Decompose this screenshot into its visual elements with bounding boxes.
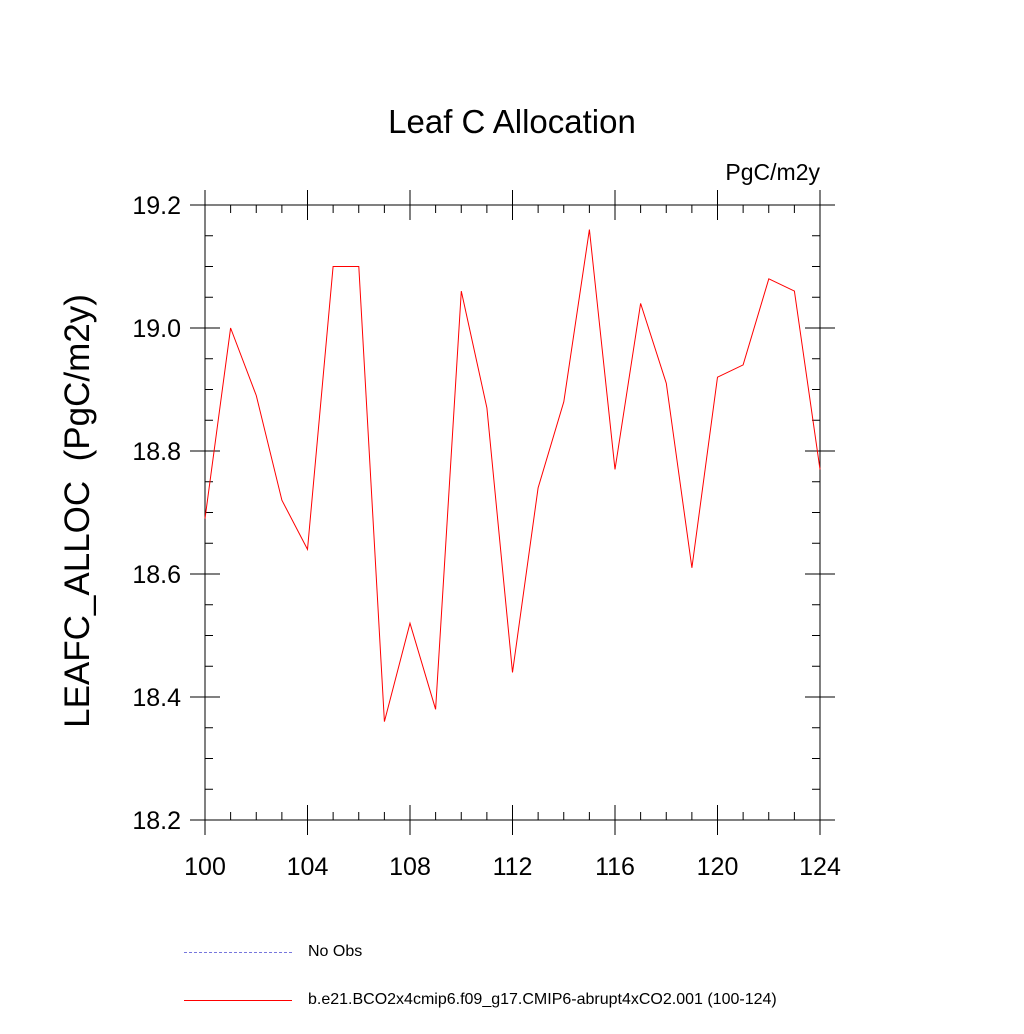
units-label: PgC/m2y — [725, 159, 820, 185]
x-tick-label: 108 — [389, 853, 431, 881]
legend-item-series: b.e21.BCO2x4cmip6.f09_g17.CMIP6-abrupt4x… — [184, 986, 984, 1016]
y-tick-label: 19.0 — [132, 315, 181, 343]
x-tick-label: 116 — [595, 853, 635, 881]
x-tick-label: 104 — [287, 853, 329, 881]
axes — [204, 204, 821, 821]
y-tick-label: 18.4 — [132, 684, 181, 712]
x-tick-label: 124 — [799, 853, 841, 881]
x-tick-label: 112 — [493, 853, 533, 881]
legend-label: No Obs — [308, 943, 363, 960]
y-tick-label: 18.8 — [132, 438, 181, 466]
x-tick-label: 120 — [697, 853, 739, 881]
legend: No Obs b.e21.BCO2x4cmip6.f09_g17.CMIP6-a… — [184, 938, 984, 1034]
series-lines — [204, 229, 821, 722]
legend-label: b.e21.BCO2x4cmip6.f09_g17.CMIP6-abrupt4x… — [308, 991, 777, 1008]
plot-frame — [204, 204, 821, 821]
legend-swatch-solid — [184, 1000, 292, 1001]
y-tick-label: 18.6 — [132, 561, 181, 589]
y-tick-label: 19.2 — [132, 192, 181, 220]
tick-labels: 100 104 108 112 116 120 124 18.2 18.4 18.6 18.8 19.… — [132, 192, 841, 881]
legend-swatch-dashed — [184, 952, 292, 953]
x-tick-label: 100 — [184, 853, 226, 881]
axis-ticks — [190, 190, 835, 835]
series-line — [204, 229, 821, 722]
legend-item-no-obs: No Obs — [184, 938, 984, 968]
chart-title: Leaf C Allocation — [388, 103, 636, 140]
y-tick-label: 18.2 — [132, 807, 181, 835]
